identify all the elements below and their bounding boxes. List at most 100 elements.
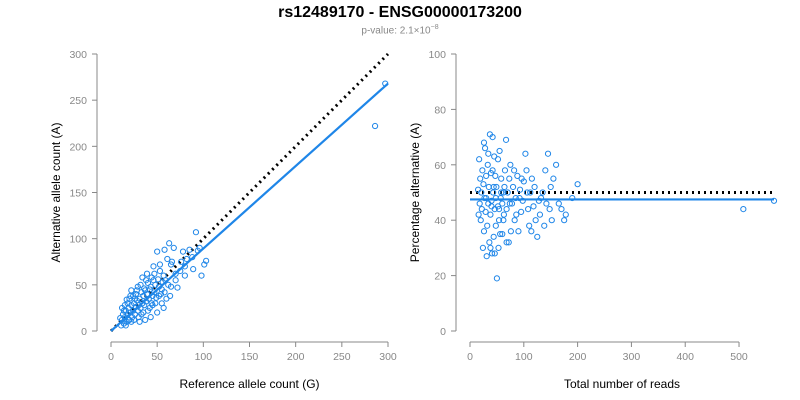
data-point: [558, 206, 565, 213]
y-tick-label: 50: [75, 280, 87, 292]
percentage-alternative-scatter: 0 100 200 300 400 500 0 20 40 60 80 100 Total number…: [408, 49, 778, 391]
data-point: [190, 266, 197, 273]
x-tick-label: 100: [195, 351, 213, 363]
data-point: [562, 211, 569, 218]
data-point: [507, 228, 514, 235]
data-point: [515, 228, 522, 235]
data-point: [543, 200, 550, 207]
data-point: [479, 244, 487, 251]
data-point: [492, 194, 499, 202]
y-tick-label: 20: [434, 271, 446, 283]
data-point: [138, 311, 145, 318]
data-point: [480, 139, 488, 146]
x-tick-label: 200: [569, 351, 587, 363]
data-point: [493, 183, 500, 191]
y-axis-title: Percentage alternative (A): [408, 123, 422, 262]
x-axis-title: Total number of reads: [564, 377, 680, 391]
data-point: [491, 250, 498, 257]
data-point: [168, 258, 176, 265]
data-point: [506, 200, 513, 207]
y-tick-label: 250: [69, 95, 87, 107]
data-point: [498, 189, 505, 196]
data-point: [484, 161, 491, 168]
data-point: [198, 272, 205, 279]
data-point: [495, 206, 503, 213]
p-value-exponent: −8: [430, 24, 439, 31]
data-point: [488, 250, 496, 257]
y-tick-label: 0: [440, 326, 446, 338]
data-point: [516, 194, 523, 202]
fit-line: [110, 82, 389, 332]
data-point: [485, 150, 492, 157]
p-value-text: p-value: 2.1×10: [361, 25, 431, 37]
data-point: [526, 222, 533, 229]
data-point: [525, 206, 532, 213]
data-point: [192, 229, 200, 236]
data-point: [160, 272, 167, 279]
data-point: [478, 206, 485, 213]
data-point: [127, 292, 134, 300]
data-point: [537, 194, 545, 202]
data-point: [154, 248, 161, 255]
data-point: [493, 275, 501, 282]
data-point: [550, 175, 557, 182]
data-point: [141, 285, 148, 292]
data-point: [164, 255, 171, 263]
data-point: [548, 217, 555, 224]
data-point: [486, 239, 493, 246]
data-point: [492, 222, 499, 229]
data-point: [544, 150, 552, 157]
data-point: [531, 183, 538, 191]
y-tick-label: 80: [434, 104, 446, 116]
data-point: [186, 246, 193, 253]
data-point: [147, 314, 154, 321]
data-point: [476, 200, 483, 207]
data-point: [139, 274, 146, 281]
data-point: [740, 206, 747, 213]
data-point: [499, 230, 506, 238]
data-point: [166, 292, 174, 300]
data-point: [518, 175, 525, 182]
data-point: [552, 161, 560, 168]
data-point: [172, 277, 179, 284]
x-tick-label: 300: [623, 351, 641, 363]
data-point: [500, 189, 507, 196]
data-point: [156, 261, 164, 268]
data-point: [541, 222, 548, 229]
data-point: [503, 239, 510, 246]
y-axis-title: Alternative allele count (A): [49, 122, 63, 262]
data-point: [151, 289, 158, 296]
x-tick-label: 150: [241, 351, 259, 363]
data-point: [118, 304, 126, 312]
x-tick-label: 500: [730, 351, 748, 363]
data-point: [477, 175, 484, 182]
data-point: [178, 258, 185, 265]
data-point: [485, 200, 492, 207]
data-point: [500, 217, 507, 224]
x-tick-label: 0: [108, 351, 114, 363]
data-point: [527, 189, 534, 196]
data-point: [507, 161, 514, 168]
data-point: [518, 208, 525, 215]
data-point: [122, 322, 129, 329]
data-point: [574, 181, 581, 188]
y-tick-label: 40: [434, 215, 446, 227]
data-point: [501, 183, 508, 191]
data-point: [542, 167, 549, 174]
data-point: [534, 233, 541, 240]
data-point: [130, 292, 137, 300]
data-point: [154, 309, 161, 316]
y-tick-label: 100: [428, 49, 446, 61]
data-point: [483, 172, 490, 179]
chart-subtitle: p-value: 2.1×10−8: [0, 24, 800, 36]
data-point: [165, 281, 172, 288]
y-tick-label: 150: [69, 188, 87, 200]
data-point: [128, 287, 135, 294]
data-point: [183, 255, 190, 263]
data-point: [166, 240, 173, 247]
data-point: [151, 270, 158, 277]
data-point: [504, 189, 511, 196]
data-point: [167, 261, 175, 268]
data-point: [134, 283, 141, 290]
